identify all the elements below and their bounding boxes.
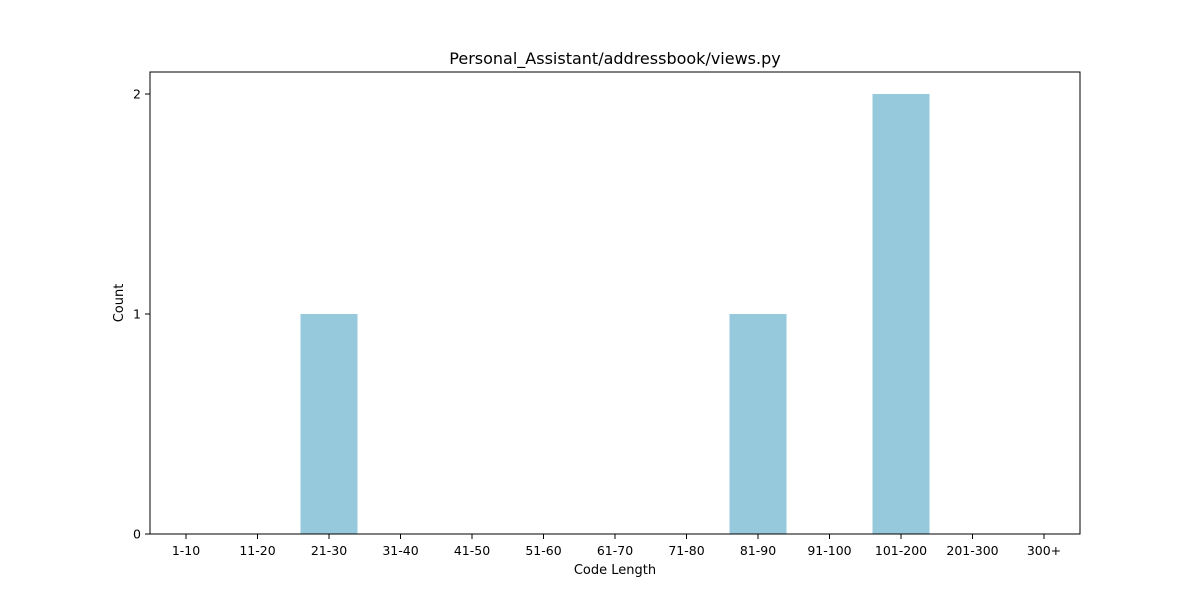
x-tick-label: 61-70 bbox=[597, 543, 633, 558]
plot-area-frame bbox=[149, 71, 1081, 535]
x-tick-label: 51-60 bbox=[525, 543, 561, 558]
bar-101-200 bbox=[872, 94, 930, 534]
y-tick-label: 1 bbox=[133, 307, 141, 322]
x-tick-label: 1-10 bbox=[172, 543, 200, 558]
x-tick-label: 41-50 bbox=[454, 543, 490, 558]
y-axis-ticks: 0 1 2 bbox=[133, 87, 150, 542]
x-tick-label: 71-80 bbox=[668, 543, 704, 558]
x-tick-label: 91-100 bbox=[807, 543, 851, 558]
x-tick-label: 21-30 bbox=[311, 543, 347, 558]
bars-group bbox=[300, 94, 930, 534]
x-axis-label: Code Length bbox=[574, 563, 656, 578]
x-tick-label: 11-20 bbox=[239, 543, 275, 558]
x-tick-label: 300+ bbox=[1027, 543, 1061, 558]
y-tick-label: 2 bbox=[133, 87, 141, 102]
x-axis-ticks: 1-10 11-20 21-30 31-40 41-50 51-60 61-70 71-80 8… bbox=[172, 534, 1061, 558]
x-tick-label: 31-40 bbox=[382, 543, 418, 558]
x-tick-label: 101-200 bbox=[875, 543, 927, 558]
x-tick-label: 201-300 bbox=[946, 543, 998, 558]
bar-81-90 bbox=[729, 314, 787, 534]
bar-21-30 bbox=[300, 314, 358, 534]
y-tick-label: 0 bbox=[133, 527, 141, 542]
y-axis-label: Count bbox=[112, 284, 127, 323]
x-tick-label: 81-90 bbox=[740, 543, 776, 558]
chart-title: Personal_Assistant/addressbook/views.py bbox=[449, 49, 780, 69]
